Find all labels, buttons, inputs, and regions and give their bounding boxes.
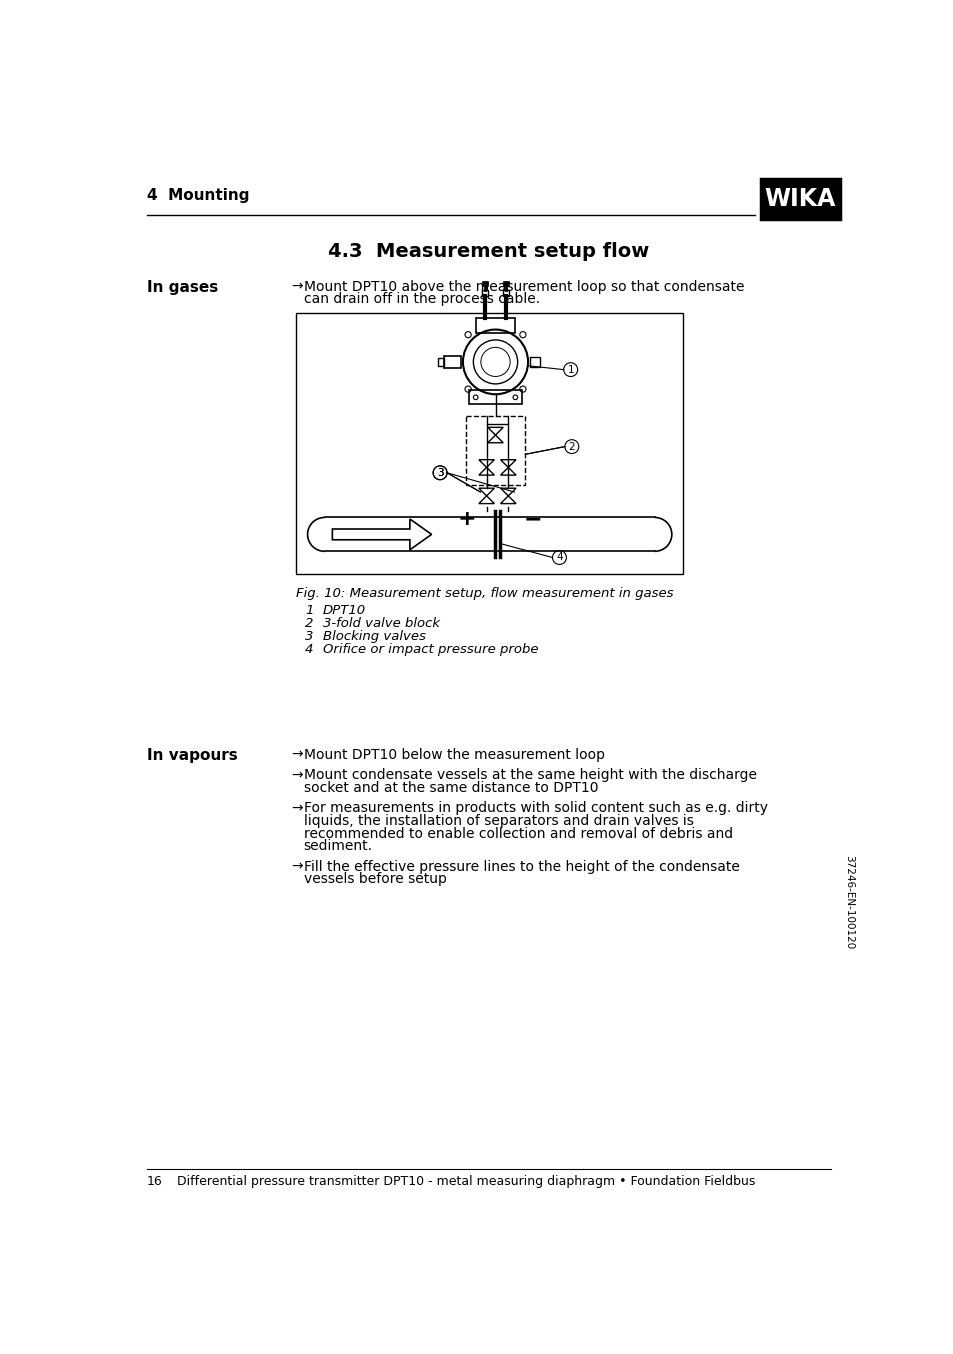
Text: socket and at the same distance to DPT10: socket and at the same distance to DPT10 xyxy=(303,781,598,795)
Text: Blocking valves: Blocking valves xyxy=(323,630,425,643)
Text: 3-fold valve block: 3-fold valve block xyxy=(323,617,439,630)
Text: →: → xyxy=(291,860,303,873)
Text: →: → xyxy=(291,768,303,783)
Text: 3: 3 xyxy=(436,467,443,478)
Text: 2: 2 xyxy=(568,441,575,452)
Text: can drain off in the process cable.: can drain off in the process cable. xyxy=(303,292,539,306)
Text: 4: 4 xyxy=(556,552,562,562)
Text: →: → xyxy=(291,279,303,294)
Text: 3: 3 xyxy=(305,630,314,643)
Text: Fig. 10: Measurement setup, flow measurement in gases: Fig. 10: Measurement setup, flow measure… xyxy=(295,586,673,600)
Text: →: → xyxy=(291,747,303,762)
Bar xyxy=(437,357,444,366)
Text: In gases: In gases xyxy=(147,279,218,295)
Text: 16: 16 xyxy=(147,1175,163,1187)
Bar xyxy=(503,290,509,297)
Bar xyxy=(481,290,487,297)
Text: liquids, the installation of separators and drain valves is: liquids, the installation of separators … xyxy=(303,814,693,827)
Text: −: − xyxy=(523,509,542,529)
Text: WIKA: WIKA xyxy=(764,187,835,211)
Bar xyxy=(529,357,540,367)
Text: Differential pressure transmitter DPT10 - metal measuring diaphragm • Foundation: Differential pressure transmitter DPT10 … xyxy=(177,1175,755,1187)
Text: 4.3  Measurement setup flow: 4.3 Measurement setup flow xyxy=(328,242,649,261)
Text: 37246-EN-100120: 37246-EN-100120 xyxy=(843,856,853,949)
Text: 1: 1 xyxy=(567,364,574,375)
Text: recommended to enable collection and removal of debris and: recommended to enable collection and rem… xyxy=(303,826,732,841)
Bar xyxy=(476,318,515,333)
Bar xyxy=(295,313,682,574)
Text: 3: 3 xyxy=(436,467,443,478)
Bar xyxy=(469,390,521,405)
Text: →: → xyxy=(291,802,303,815)
Text: +: + xyxy=(457,509,476,529)
Text: 4  Mounting: 4 Mounting xyxy=(147,188,250,203)
Bar xyxy=(503,282,509,286)
Text: Mount condensate vessels at the same height with the discharge: Mount condensate vessels at the same hei… xyxy=(303,768,756,783)
Text: 4: 4 xyxy=(305,643,314,655)
Text: vessels before setup: vessels before setup xyxy=(303,872,446,887)
Text: DPT10: DPT10 xyxy=(323,604,366,616)
Text: Orifice or impact pressure probe: Orifice or impact pressure probe xyxy=(323,643,538,655)
Text: Mount DPT10 above the measurement loop so that condensate: Mount DPT10 above the measurement loop s… xyxy=(303,279,743,294)
Text: Mount DPT10 below the measurement loop: Mount DPT10 below the measurement loop xyxy=(303,747,604,762)
Text: In vapours: In vapours xyxy=(147,747,237,762)
Text: For measurements in products with solid content such as e.g. dirty: For measurements in products with solid … xyxy=(303,802,767,815)
Bar xyxy=(465,416,525,485)
Bar xyxy=(444,356,461,368)
Text: sediment.: sediment. xyxy=(303,839,373,853)
Text: 2: 2 xyxy=(305,617,314,630)
Text: Fill the effective pressure lines to the height of the condensate: Fill the effective pressure lines to the… xyxy=(303,860,739,873)
Text: 1: 1 xyxy=(305,604,314,616)
Bar xyxy=(760,180,840,219)
Bar xyxy=(481,282,487,286)
